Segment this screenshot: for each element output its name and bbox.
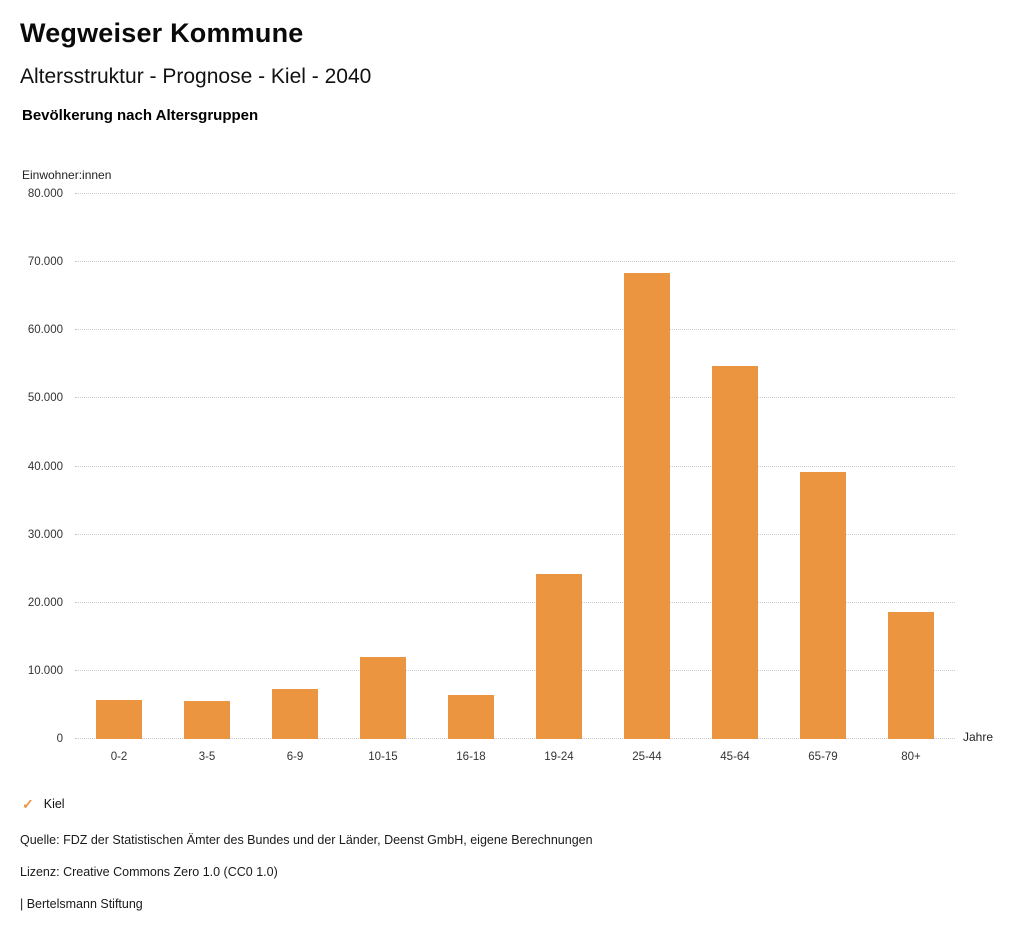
- y-tick-label: 70.000: [27, 256, 63, 269]
- bar-65-79[interactable]: [800, 471, 846, 739]
- x-axis-labels: 0-2 3-5 6-9 10-15 16-18 19-24 25-44 45-64 65-79 8…: [75, 739, 955, 763]
- header: Wegweiser Kommune Altersstruktur - Progn…: [0, 0, 1024, 182]
- x-tick-label: 6-9: [286, 751, 304, 763]
- gridline: [75, 533, 955, 535]
- bar-0-2[interactable]: [96, 700, 142, 739]
- gridline: [75, 193, 955, 194]
- source-text: Quelle: FDZ der Statistischen Ämter des …: [20, 833, 593, 847]
- y-tick-label: 60.000: [27, 324, 63, 337]
- legend-series-label: Kiel: [43, 797, 65, 811]
- x-tick-label: 45-64: [720, 751, 750, 763]
- chart: 0 10.000 20.000 30.000 40.000 50.000 60.000 70.…: [20, 188, 1004, 763]
- bar-25-44[interactable]: [624, 273, 670, 739]
- x-tick-label: 19-24: [544, 751, 574, 763]
- x-axis-unit-label: Jahre: [963, 730, 994, 744]
- footer: Quelle: FDZ der Statistischen Ämter des …: [20, 833, 1024, 911]
- y-tick-label: 40.000: [27, 460, 63, 473]
- chart-title: Bevölkerung nach Altersgruppen: [22, 107, 259, 124]
- gridline: [75, 601, 955, 603]
- bar-slot: [515, 194, 603, 739]
- bar-16-18[interactable]: [448, 694, 494, 739]
- bar-19-24[interactable]: [536, 574, 582, 739]
- y-tick-label: 30.000: [27, 528, 63, 541]
- bar-slot: [867, 194, 955, 739]
- legend[interactable]: ✓ Kiel: [22, 797, 1024, 811]
- y-tick-label: 0: [56, 733, 63, 745]
- legend-check-icon: ✓: [22, 796, 34, 812]
- y-tick-label: 10.000: [27, 664, 63, 677]
- gridline: [75, 738, 955, 739]
- x-tick-label: 3-5: [198, 751, 216, 763]
- x-tick-label: 25-44: [632, 751, 662, 763]
- x-tick-label: 16-18: [456, 751, 486, 763]
- x-tick-label: 80+: [901, 751, 921, 763]
- y-axis-unit-label: Einwohner:innen: [22, 168, 112, 182]
- x-tick-label: 0-2: [110, 751, 128, 763]
- gridline: [75, 261, 955, 263]
- plot-area: Jahre: [75, 193, 993, 744]
- x-tick-label: 65-79: [808, 751, 838, 763]
- gridline: [75, 397, 955, 399]
- bar-slot: [75, 194, 163, 739]
- bar-slot: [251, 194, 339, 739]
- attribution-text: | Bertelsmann Stiftung: [20, 897, 143, 911]
- y-tick-label: 80.000: [27, 188, 63, 200]
- bar-slot: [691, 194, 779, 739]
- chart-subtitle: Altersstruktur - Prognose - Kiel - 2040: [20, 65, 372, 88]
- gridline: [75, 465, 955, 467]
- bar-10-15[interactable]: [360, 656, 406, 739]
- x-tick-label: 10-15: [368, 751, 398, 763]
- app-title: Wegweiser Kommune: [20, 18, 304, 48]
- bar-slot: [339, 194, 427, 739]
- bar-slot: [427, 194, 515, 739]
- bar-80+[interactable]: [888, 612, 934, 739]
- bar-slot: [163, 194, 251, 739]
- bar-slot: [779, 194, 867, 739]
- license-text: Lizenz: Creative Commons Zero 1.0 (CC0 1…: [20, 865, 278, 879]
- bars-row: [75, 194, 955, 739]
- y-axis-labels: 0 10.000 20.000 30.000 40.000 50.000 60.000 70.…: [20, 188, 75, 745]
- gridline: [75, 669, 955, 671]
- gridline: [75, 329, 955, 331]
- y-tick-label: 50.000: [27, 392, 63, 405]
- y-tick-label: 20.000: [27, 596, 63, 609]
- bar-6-9[interactable]: [272, 688, 318, 739]
- bar-45-64[interactable]: [712, 366, 758, 739]
- bar-slot: [603, 194, 691, 739]
- bar-3-5[interactable]: [184, 700, 230, 739]
